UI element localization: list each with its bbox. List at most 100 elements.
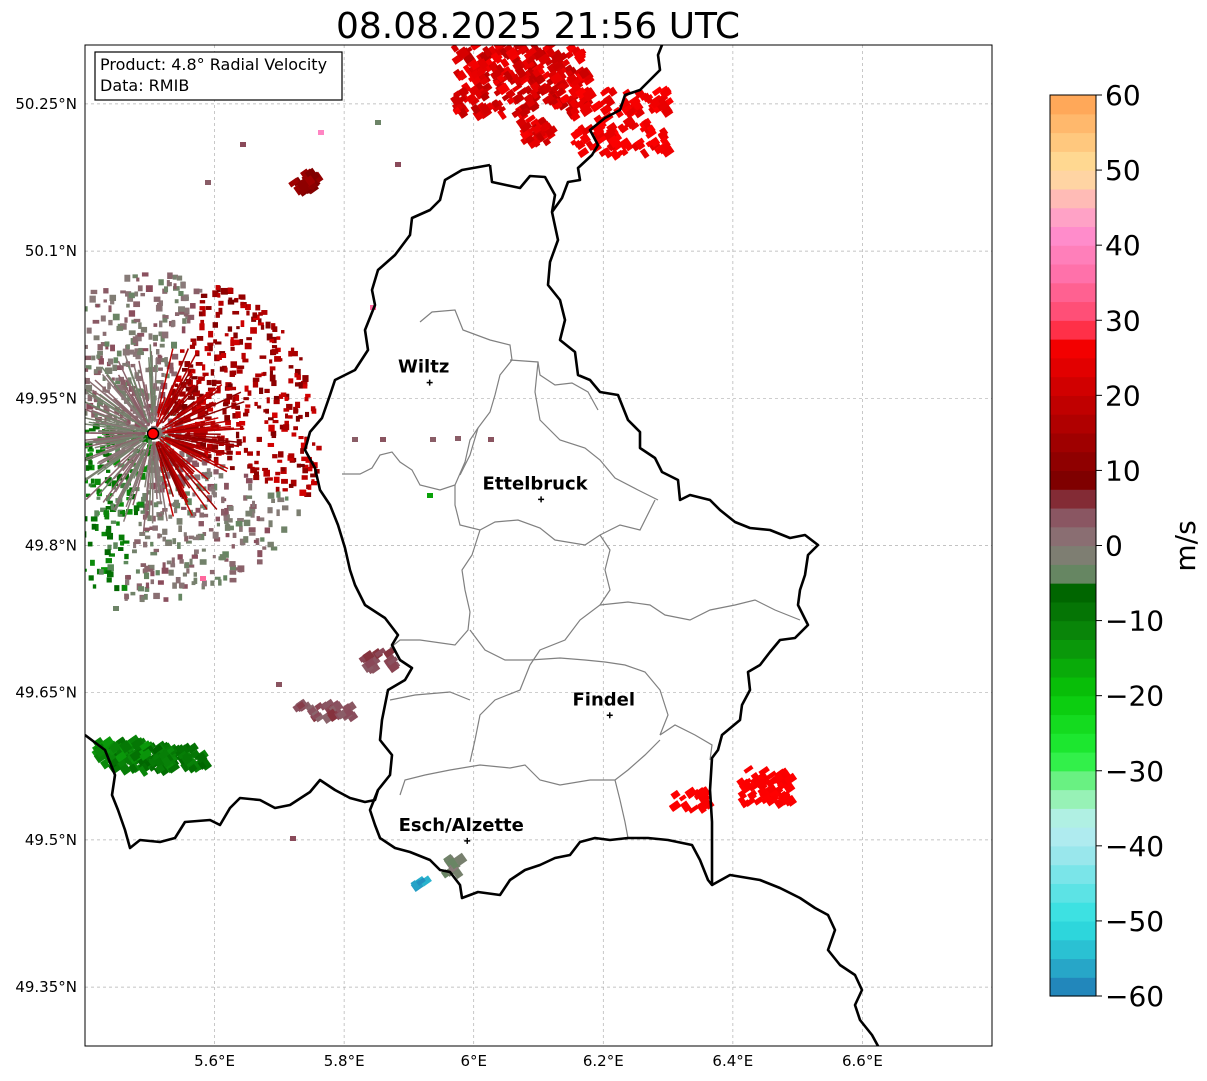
echo-pixel xyxy=(4,470,8,475)
echo-pixel xyxy=(85,344,88,349)
echo-cell xyxy=(419,875,432,887)
echo-pixel xyxy=(56,336,61,339)
echo-pixel xyxy=(140,292,146,297)
echo-streak xyxy=(98,430,128,434)
echo-pixel xyxy=(113,458,121,466)
colorbar-segment xyxy=(1050,751,1096,772)
echo-pixel xyxy=(135,428,142,432)
echo-streak xyxy=(176,444,228,473)
echo-pixel xyxy=(140,434,147,442)
colorbar-segment xyxy=(1050,320,1096,340)
echo-pixel xyxy=(96,568,101,575)
echo-cell xyxy=(757,787,768,798)
echo-pixel xyxy=(281,478,288,484)
echo-cell xyxy=(737,796,747,806)
echo-cell xyxy=(482,45,493,58)
echo-pixel xyxy=(211,444,219,450)
echo-pixel xyxy=(298,414,303,419)
echo-pixel xyxy=(136,502,144,506)
echo-cell xyxy=(536,74,546,85)
echo-pixel xyxy=(238,294,246,300)
echo-pixel xyxy=(67,527,71,532)
echo-cell xyxy=(634,137,645,147)
echo-pixel xyxy=(270,430,277,436)
echo-pixel xyxy=(15,524,20,531)
echo-cell xyxy=(526,56,535,65)
echo-pixel xyxy=(113,606,119,611)
echo-pixel xyxy=(103,510,110,517)
echo-cell xyxy=(532,68,541,78)
echo-cell xyxy=(477,58,489,70)
echo-pixel xyxy=(103,288,109,294)
echo-pixel xyxy=(94,510,99,517)
echo-pixel xyxy=(114,585,120,592)
colorbar-segment xyxy=(1050,245,1096,265)
echo-pixel xyxy=(272,412,278,419)
echo-pixel xyxy=(109,508,117,513)
echo-pixel xyxy=(160,467,167,474)
echo-streak xyxy=(120,392,146,425)
echo-streak xyxy=(161,450,188,499)
echo-cell xyxy=(583,123,595,135)
echo-pixel xyxy=(4,396,7,403)
echo-pixel xyxy=(7,397,10,403)
echo-pixel xyxy=(68,294,74,297)
echo-pixel xyxy=(0,430,3,437)
echo-cell xyxy=(148,757,158,768)
echo-pixel xyxy=(148,333,153,340)
echo-cell xyxy=(621,104,634,116)
echo-pixel xyxy=(116,521,120,526)
echo-pixel xyxy=(108,319,113,326)
echo-cell xyxy=(622,115,636,128)
echo-pixel xyxy=(284,396,289,401)
echo-pixel xyxy=(98,358,104,365)
echo-pixel xyxy=(12,418,18,421)
echo-streak xyxy=(104,439,137,455)
echo-pixel xyxy=(55,485,61,489)
echo-streak xyxy=(125,393,143,419)
echo-pixel xyxy=(225,443,231,451)
echo-pixel xyxy=(207,443,213,450)
echo-streak xyxy=(114,454,144,512)
echo-pixel xyxy=(269,366,276,371)
echo-pixel xyxy=(185,540,192,544)
echo-pixel xyxy=(20,429,25,435)
echo-cell xyxy=(555,87,565,97)
echo-pixel xyxy=(144,586,150,592)
echo-pixel xyxy=(142,492,148,500)
echo-cell xyxy=(195,751,208,764)
echo-cell xyxy=(788,797,796,805)
echo-pixel xyxy=(271,345,278,349)
echo-cell xyxy=(525,134,535,145)
echo-streak xyxy=(162,446,180,469)
echo-pixel xyxy=(178,360,183,366)
echo-cell xyxy=(550,82,563,93)
echo-pixel xyxy=(250,511,255,518)
echo-pixel xyxy=(235,520,243,527)
echo-pixel xyxy=(18,518,22,524)
echo-pixel xyxy=(49,355,54,361)
echo-cell xyxy=(452,106,462,116)
echo-pixel xyxy=(33,360,36,364)
echo-pixel xyxy=(49,513,54,519)
echo-pixel xyxy=(224,367,228,373)
echo-pixel xyxy=(208,528,214,532)
echo-streak xyxy=(101,373,145,424)
echo-pixel xyxy=(88,460,93,465)
echo-pixel xyxy=(260,537,265,542)
echo-pixel xyxy=(203,513,209,518)
echo-streak xyxy=(160,447,185,489)
country-borders xyxy=(85,45,880,1046)
echo-pixel xyxy=(430,437,436,442)
echo-pixel xyxy=(227,383,233,389)
echo-pixel xyxy=(229,466,235,471)
colorbar-segment xyxy=(1050,639,1096,659)
colorbar-segment xyxy=(1050,226,1096,246)
echo-pixel xyxy=(171,557,175,564)
echo-pixel xyxy=(302,467,309,474)
echo-streak xyxy=(159,438,209,480)
echo-pixel xyxy=(118,547,124,551)
echo-pixel xyxy=(158,533,163,538)
echo-cell xyxy=(519,107,531,118)
echo-cell xyxy=(613,106,624,119)
